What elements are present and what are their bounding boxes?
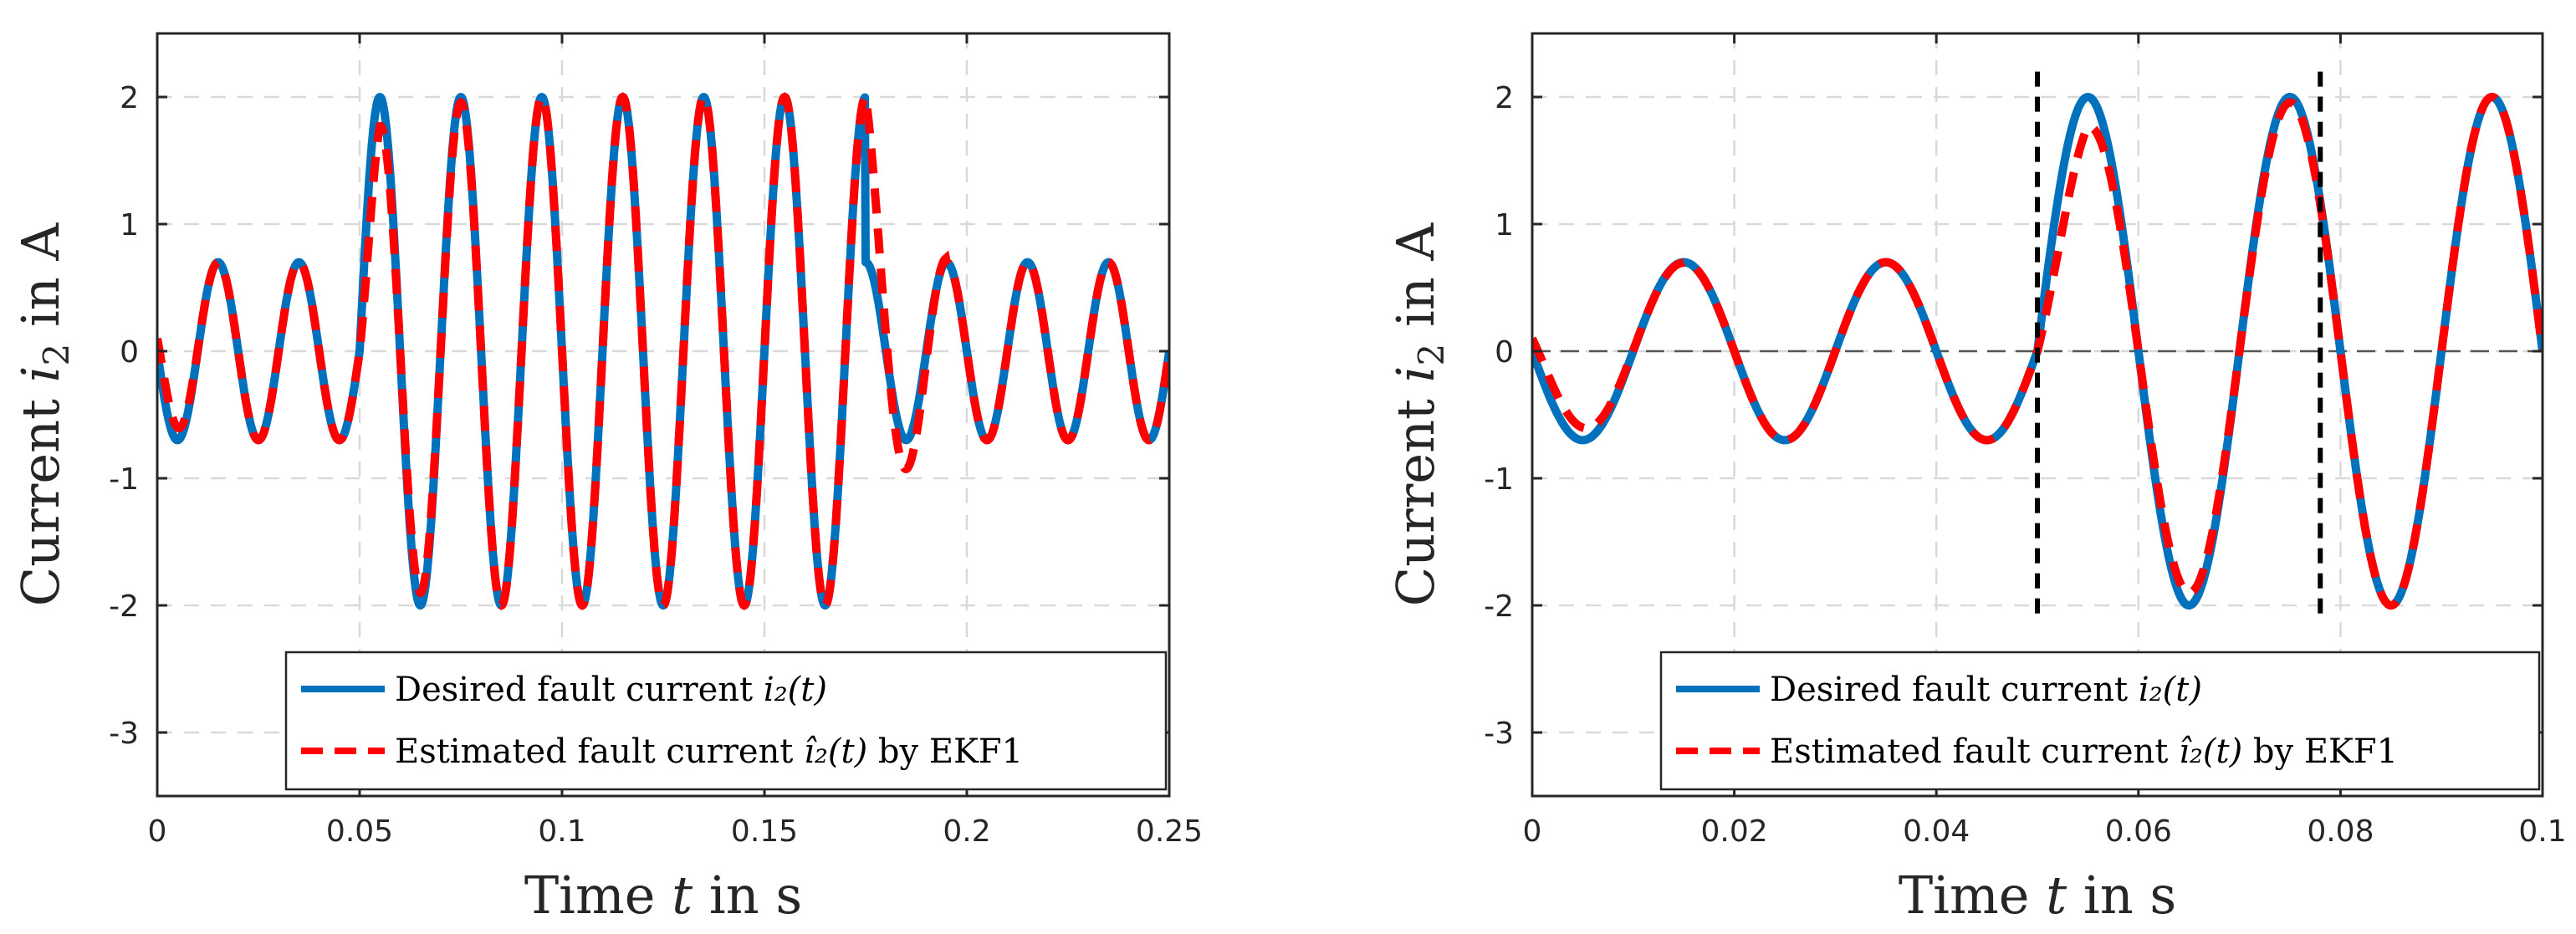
- y-tick-label: -2: [1484, 589, 1514, 624]
- y-tick-label: -3: [109, 717, 139, 751]
- legend-label-estimated: Estimated fault current î₂(t) by EKF1: [395, 732, 1023, 771]
- x-axis-label: Time t in s: [1899, 865, 2176, 926]
- chart-left: 0 0.05 0.1 0.15 0.2 0.25 -3 -2 -1 0 1 2 Desired fau…: [10, 32, 1203, 926]
- y-tick-label: 1: [120, 208, 139, 242]
- legend: Desired fault current i₂(t) Estimated fa…: [1659, 651, 2541, 791]
- x-tick-label: 0.1: [538, 814, 585, 849]
- y-axis-label: Current i2 in A: [1385, 222, 1456, 607]
- y-tick-label: 0: [120, 335, 139, 370]
- chart-right: 0 0.02 0.04 0.06 0.08 0.1 -3 -2 -1 0 1 2 Desired fa…: [1385, 32, 2567, 926]
- x-tick-label: 0.02: [1701, 814, 1768, 849]
- x-tick-label: 0: [1523, 814, 1542, 849]
- legend-math: î₂(t): [804, 732, 867, 771]
- legend-name: Desired fault current: [395, 671, 753, 709]
- plot-frame: [156, 32, 1171, 798]
- legend-math: i₂(t): [2139, 671, 2202, 709]
- legend-label-estimated: Estimated fault current î₂(t) by EKF1: [1770, 732, 2398, 771]
- plot-frame: [1531, 32, 2544, 798]
- x-tick-label: 0.15: [731, 814, 798, 849]
- y-tick-label: 2: [1495, 81, 1514, 115]
- x-tick-label: 0.05: [326, 814, 393, 849]
- legend-label-desired: Desired fault current i₂(t): [395, 671, 827, 709]
- y-tick-label: -1: [109, 462, 139, 497]
- y-tick-label: 1: [1495, 208, 1514, 242]
- legend-name: Estimated fault current: [395, 732, 793, 771]
- y-tick-label: -1: [1484, 462, 1514, 497]
- y-tick-label: 0: [1495, 335, 1514, 370]
- legend-math: î₂(t): [2179, 732, 2242, 771]
- x-tick-label: 0.06: [2105, 814, 2172, 849]
- x-axis-label: Time t in s: [524, 865, 802, 926]
- x-tick-label: 0.1: [2518, 814, 2566, 849]
- x-tick-label: 0.04: [1903, 814, 1970, 849]
- legend-suffix: by EKF1: [2253, 732, 2398, 771]
- x-tick-label: 0.08: [2307, 814, 2374, 849]
- legend-label-desired: Desired fault current i₂(t): [1770, 671, 2202, 709]
- series-line-estimated: [157, 90, 1169, 610]
- x-tick-label: 0: [148, 814, 167, 849]
- legend-math: i₂(t): [764, 671, 827, 709]
- legend-name: Desired fault current: [1770, 671, 2128, 709]
- y-axis-label: Current i2 in A: [10, 222, 81, 607]
- legend-box: [284, 651, 1168, 791]
- y-tick-label: -2: [109, 589, 139, 624]
- y-tick-label: 2: [120, 81, 139, 115]
- legend-suffix: by EKF1: [878, 732, 1023, 771]
- x-tick-label: 0.2: [943, 814, 990, 849]
- x-tick-label: 0.25: [1136, 814, 1203, 849]
- legend: Desired fault current i₂(t) Estimated fa…: [284, 651, 1168, 791]
- y-tick-label: -3: [1484, 717, 1514, 751]
- legend-box: [1659, 651, 2541, 791]
- legend-name: Estimated fault current: [1770, 732, 2168, 771]
